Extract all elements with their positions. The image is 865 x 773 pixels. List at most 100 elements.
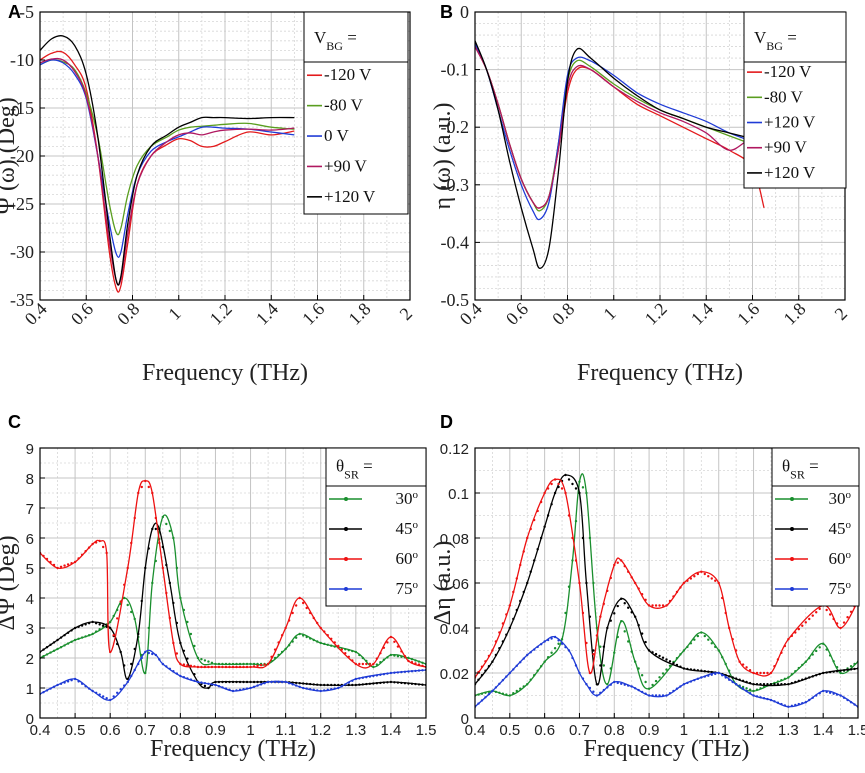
series-point-c-1 — [165, 563, 168, 567]
series-point-c-3 — [266, 680, 270, 684]
series-point-d-3 — [557, 639, 560, 642]
series-point-c-1 — [312, 683, 315, 686]
x-tick-label: 1.2 — [743, 722, 764, 739]
legend-label-d-3: 75o — [829, 579, 852, 598]
series-point-c-2 — [263, 663, 266, 666]
series-point-c-3 — [116, 691, 119, 694]
series-point-c-0 — [372, 665, 375, 669]
series-point-c-0 — [94, 630, 98, 633]
series-point-d-0 — [651, 683, 654, 687]
series-point-c-1 — [323, 683, 326, 687]
series-point-c-3 — [108, 698, 112, 702]
series-point-d-2 — [818, 607, 821, 611]
panel-d: D 0 0.02 0.04 0.06 0.08 0.1 0.12 0.4 0.5 0.6 0.7 0.8… — [430, 412, 865, 762]
x-tick-label: 1.4 — [252, 299, 282, 329]
series-point-d-0 — [616, 635, 619, 639]
series-point-c-1 — [417, 683, 421, 686]
panel-label-d: D — [440, 412, 453, 432]
series-point-d-3 — [769, 698, 773, 702]
series-point-d-3 — [682, 683, 686, 686]
series-point-c-3 — [151, 652, 154, 656]
series-point-c-1 — [316, 683, 319, 686]
series-point-d-1 — [776, 683, 780, 686]
series-point-d-3 — [668, 692, 672, 695]
series-point-d-1 — [595, 683, 599, 686]
series-point-d-1 — [741, 679, 745, 683]
series-point-c-1 — [252, 680, 256, 684]
series-point-c-1 — [407, 682, 410, 685]
series-point-c-3 — [235, 689, 238, 692]
series-point-c-0 — [161, 515, 165, 519]
legend-title-b: VBG = — [754, 28, 797, 53]
series-point-c-2 — [326, 634, 329, 637]
legend-label-value: 45 — [829, 519, 846, 538]
series-point-d-1 — [477, 678, 480, 681]
series-point-d-0 — [526, 683, 529, 686]
x-tick-label: 1.4 — [380, 722, 401, 739]
series-point-d-2 — [849, 610, 853, 613]
legend-label-b-0: -120 V — [764, 62, 812, 81]
series-point-d-1 — [585, 581, 588, 585]
series-point-c-0 — [417, 660, 421, 663]
series-point-d-0 — [578, 480, 581, 483]
y-tick-label: 9 — [26, 441, 34, 458]
series-point-d-0 — [585, 491, 588, 495]
series-point-d-0 — [783, 677, 787, 681]
series-point-d-3 — [727, 678, 731, 681]
series-point-c-2 — [396, 645, 400, 648]
series-point-d-2 — [487, 654, 491, 658]
y-tick-label: 6 — [26, 531, 34, 548]
series-point-d-1 — [682, 667, 686, 670]
series-point-c-0 — [49, 651, 52, 654]
series-point-c-3 — [217, 685, 221, 688]
series-point-c-3 — [165, 665, 168, 668]
series-point-d-3 — [633, 687, 637, 690]
series-point-d-1 — [494, 653, 498, 657]
series-point-c-0 — [351, 649, 354, 653]
series-point-d-0 — [776, 680, 780, 683]
series-point-c-3 — [263, 682, 266, 685]
series-point-c-2 — [116, 617, 119, 620]
series-point-c-2 — [168, 616, 172, 620]
legend-title-subscript: SR — [344, 468, 359, 482]
series-point-d-1 — [567, 478, 571, 481]
series-point-d-3 — [651, 694, 654, 697]
series-point-c-1 — [224, 680, 228, 684]
series-point-d-0 — [748, 688, 752, 691]
series-point-c-2 — [87, 546, 91, 549]
series-point-d-2 — [536, 509, 539, 513]
series-point-d-2 — [633, 581, 637, 585]
series-point-c-3 — [396, 671, 400, 674]
series-point-d-2 — [745, 666, 748, 669]
series-point-d-0 — [550, 651, 553, 654]
series-point-c-2 — [319, 626, 322, 630]
x-tick-label: 2 — [396, 304, 417, 325]
series-point-d-3 — [821, 689, 825, 693]
legend-title-subscript: BG — [326, 39, 343, 53]
series-point-c-0 — [221, 662, 224, 666]
series-point-c-1 — [108, 626, 112, 630]
series-point-c-3 — [309, 688, 312, 691]
series-point-d-3 — [588, 686, 592, 690]
x-tick-label: 0.8 — [604, 722, 625, 739]
series-point-c-0 — [298, 632, 301, 636]
series-point-c-3 — [319, 689, 322, 693]
series-point-c-2 — [196, 665, 200, 669]
series-point-d-2 — [682, 581, 686, 585]
series-point-d-0 — [815, 649, 818, 653]
series-point-d-1 — [557, 485, 560, 489]
legend-title-symbol: θ — [336, 457, 344, 476]
series-point-c-2 — [112, 634, 115, 637]
legend-marker-d-3 — [790, 587, 794, 591]
series-point-c-1 — [228, 680, 231, 684]
series-point-d-3 — [835, 693, 839, 696]
x-tick-label: 1.8 — [344, 299, 374, 329]
series-point-d-0 — [505, 693, 508, 696]
y-tick-label: 7 — [26, 501, 34, 518]
series-point-d-1 — [620, 597, 623, 600]
series-point-d-3 — [578, 671, 581, 675]
series-point-c-1 — [242, 680, 245, 684]
series-point-c-0 — [344, 648, 347, 651]
series-point-d-1 — [627, 606, 630, 609]
series-point-d-0 — [686, 645, 689, 649]
